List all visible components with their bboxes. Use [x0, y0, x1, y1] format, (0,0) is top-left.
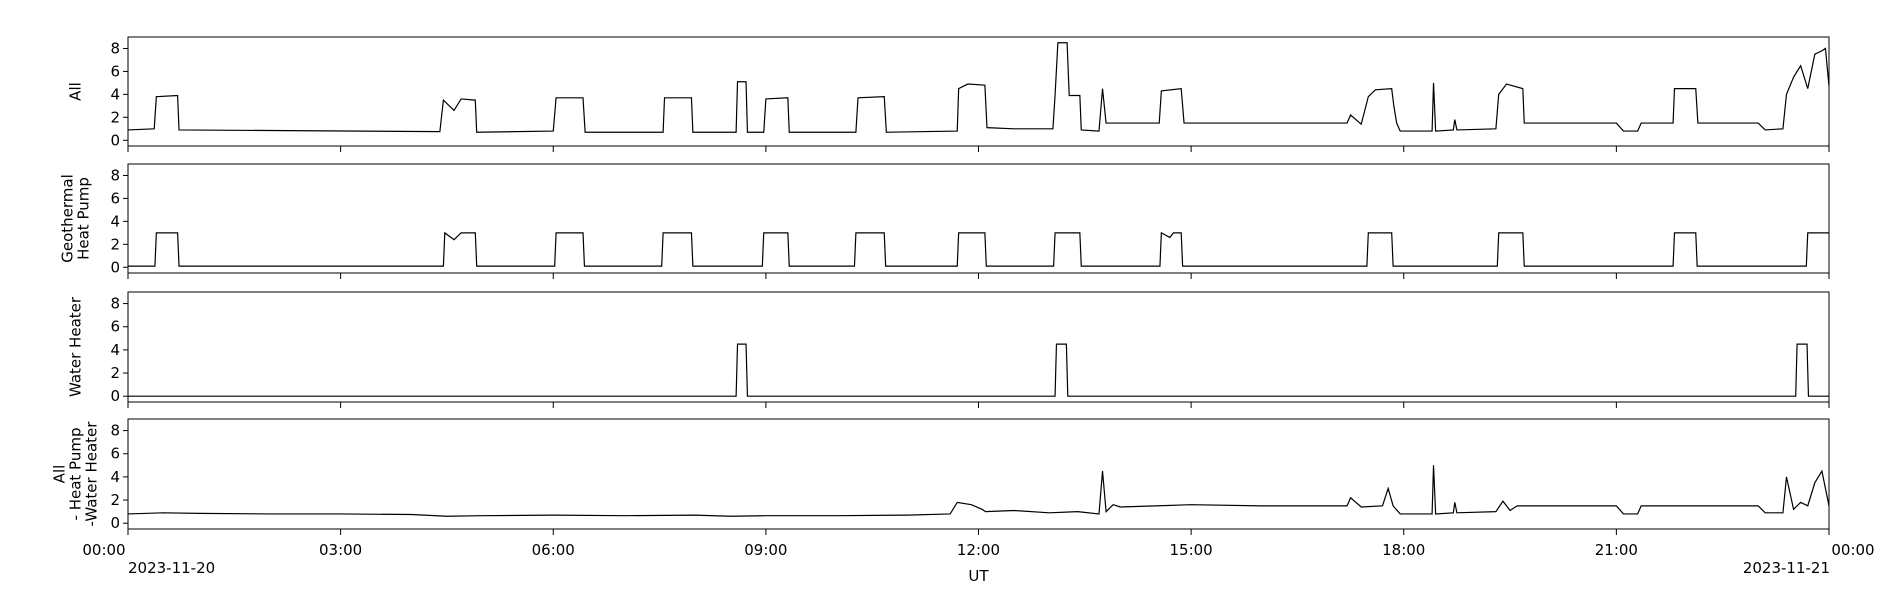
x-tick-label: 15:00 — [1170, 541, 1213, 559]
y-tick-label: 6 — [110, 189, 120, 207]
panel-frame — [127, 36, 1830, 147]
panel-frame — [127, 163, 1830, 274]
series-line — [128, 343, 1829, 397]
y-axis-label: All — [51, 465, 69, 484]
y-tick-label: 2 — [110, 108, 120, 126]
x-axis-label: UT — [968, 567, 989, 585]
y-tick-label: 8 — [110, 295, 120, 313]
y-axis-label: Water Heater — [67, 296, 85, 397]
y-tick-label: 6 — [110, 318, 120, 336]
series-line — [127, 465, 1830, 517]
y-axis-label: Geothermal — [59, 174, 77, 263]
y-axis-label: - Heat Pump — [67, 428, 85, 521]
y-tick-label: 2 — [110, 235, 120, 253]
y-tick-label: 0 — [110, 387, 120, 405]
x-tick-label: 03:00 — [319, 541, 362, 559]
x-tick-label: 09:00 — [744, 541, 787, 559]
panel-frame — [127, 291, 1830, 403]
x-tick-label: 12:00 — [957, 541, 1000, 559]
y-tick-label: 0 — [110, 131, 120, 149]
y-tick-label: 4 — [110, 85, 120, 103]
y-tick-label: 8 — [110, 166, 120, 184]
x-tick-label: 18:00 — [1382, 541, 1425, 559]
y-axis-label: -Water Heater — [83, 421, 101, 527]
y-tick-label: 8 — [110, 39, 120, 57]
y-tick-label: 4 — [110, 212, 120, 230]
x-tick-label: 00:00 — [82, 541, 125, 559]
y-axis-label: Heat Pump — [75, 177, 93, 260]
y-tick-label: 4 — [110, 341, 120, 359]
date-label: 2023-11-20 — [128, 559, 215, 577]
y-tick-label: 2 — [110, 491, 120, 509]
y-tick-label: 8 — [110, 422, 120, 440]
y-tick-label: 6 — [110, 445, 120, 463]
y-axis-label: All — [67, 82, 85, 101]
y-tick-label: 0 — [110, 258, 120, 276]
x-tick-label: 21:00 — [1595, 541, 1638, 559]
panel-frame — [127, 418, 1830, 530]
y-tick-label: 0 — [110, 514, 120, 532]
series-line — [128, 231, 1829, 267]
y-tick-label: 2 — [110, 364, 120, 382]
y-tick-label: 6 — [110, 62, 120, 80]
y-tick-label: 4 — [110, 468, 120, 486]
x-tick-label: 06:00 — [532, 541, 575, 559]
date-label: 2023-11-21 — [1743, 559, 1830, 577]
series-line — [127, 42, 1830, 133]
x-tick-label: 00:00 — [1831, 541, 1874, 559]
